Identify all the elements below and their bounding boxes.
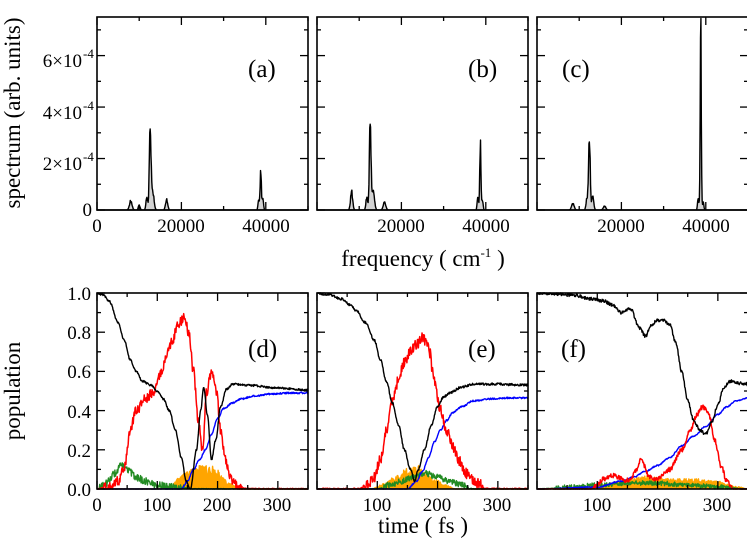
series-S0-line-e	[316, 292, 529, 483]
bottom-y-tick-label: 1.0	[67, 284, 91, 305]
bottom-y-tick-label: 0.6	[67, 362, 91, 383]
panel-label-a: (a)	[248, 56, 276, 83]
top-x-tick-label: 20000	[377, 216, 425, 237]
top-x-tick-label: 20000	[597, 216, 645, 237]
bottom-x-tick-label: 0	[92, 495, 102, 516]
spectrum-area-c	[536, 17, 747, 211]
top-y-tick-label: 2×10	[43, 154, 82, 175]
top-y-tick-labels: 0 2×10 -4 4×10 -4 6×10 -4	[43, 46, 95, 221]
top-x-tick-label: 0	[92, 216, 102, 237]
bottom-x-tick-label: 100	[583, 495, 612, 516]
series-S0-line-f	[536, 292, 747, 436]
top-x-tick-label: 40000	[682, 216, 730, 237]
panel-label-e: (e)	[468, 336, 496, 363]
panel-a-frame	[96, 16, 309, 211]
top-x-axis-title-main: frequency ( cm	[341, 246, 480, 271]
bottom-x-tick-labels: 0 100 200 300 100 200 300 100 200 300	[92, 495, 731, 516]
series-S4-fill-e	[317, 465, 528, 489]
top-y-tick-label: 0	[83, 200, 93, 221]
top-x-axis-title-close: )	[491, 246, 504, 271]
bottom-y-axis-title: population	[0, 341, 25, 440]
top-x-axis-title-superscript: -1	[480, 245, 491, 260]
top-y-axis-title: spectrum (arb. units)	[0, 18, 25, 209]
axis-ticks	[96, 17, 747, 490]
bottom-x-tick-label: 300	[703, 495, 732, 516]
panel-a-plot	[96, 128, 309, 211]
top-y-tick-label: 6×10	[43, 51, 82, 72]
bottom-y-tick-label: 0.8	[67, 323, 91, 344]
bottom-x-tick-label: 300	[483, 495, 512, 516]
bottom-x-tick-label: 200	[423, 495, 452, 516]
series-S4-fill-d	[97, 465, 308, 489]
panel-f-plot	[536, 292, 747, 490]
panel-e-plot	[316, 292, 529, 490]
panel-e-frame	[316, 292, 529, 490]
panel-b-plot	[316, 123, 529, 211]
bottom-x-tick-label: 200	[643, 495, 672, 516]
panel-b-frame	[316, 16, 529, 211]
panel-c-frame	[536, 16, 747, 211]
top-y-tick-exponent: -4	[83, 149, 94, 164]
bottom-x-tick-label: 200	[203, 495, 232, 516]
panel-label-d: (d)	[248, 336, 277, 363]
bottom-y-tick-label: 0.4	[67, 402, 91, 423]
bottom-x-tick-label: 300	[263, 495, 292, 516]
top-x-axis-title: frequency ( cm-1 )	[341, 245, 504, 271]
bottom-y-tick-label: 0.0	[67, 480, 91, 501]
bottom-x-axis-title: time ( fs )	[378, 513, 468, 538]
top-x-tick-label: 40000	[462, 216, 510, 237]
top-x-tick-label: 20000	[157, 216, 205, 237]
bottom-y-tick-label: 0.2	[67, 441, 91, 462]
top-y-tick-label: 4×10	[43, 103, 82, 124]
spectrum-area-a	[96, 128, 309, 211]
top-y-tick-exponent: -4	[83, 46, 94, 61]
top-x-tick-label: 40000	[242, 216, 290, 237]
bottom-x-tick-label: 100	[363, 495, 392, 516]
panel-label-f: (f)	[561, 336, 586, 363]
series-S1-line-e	[316, 332, 529, 490]
top-y-tick-exponent: -4	[83, 98, 94, 113]
panel-label-c: (c)	[562, 56, 590, 83]
bottom-y-tick-labels: 0.0 0.2 0.4 0.6 0.8 1.0	[67, 284, 91, 501]
bottom-x-tick-label: 100	[143, 495, 172, 516]
panel-label-b: (b)	[468, 56, 497, 83]
panel-c-plot	[536, 17, 747, 211]
series-S0-line-d	[96, 292, 309, 490]
top-x-tick-labels: 0 20000 40000 20000 40000 20000 40000	[92, 216, 730, 237]
panel-d-plot	[96, 292, 309, 490]
spectrum-area-b	[316, 123, 529, 211]
